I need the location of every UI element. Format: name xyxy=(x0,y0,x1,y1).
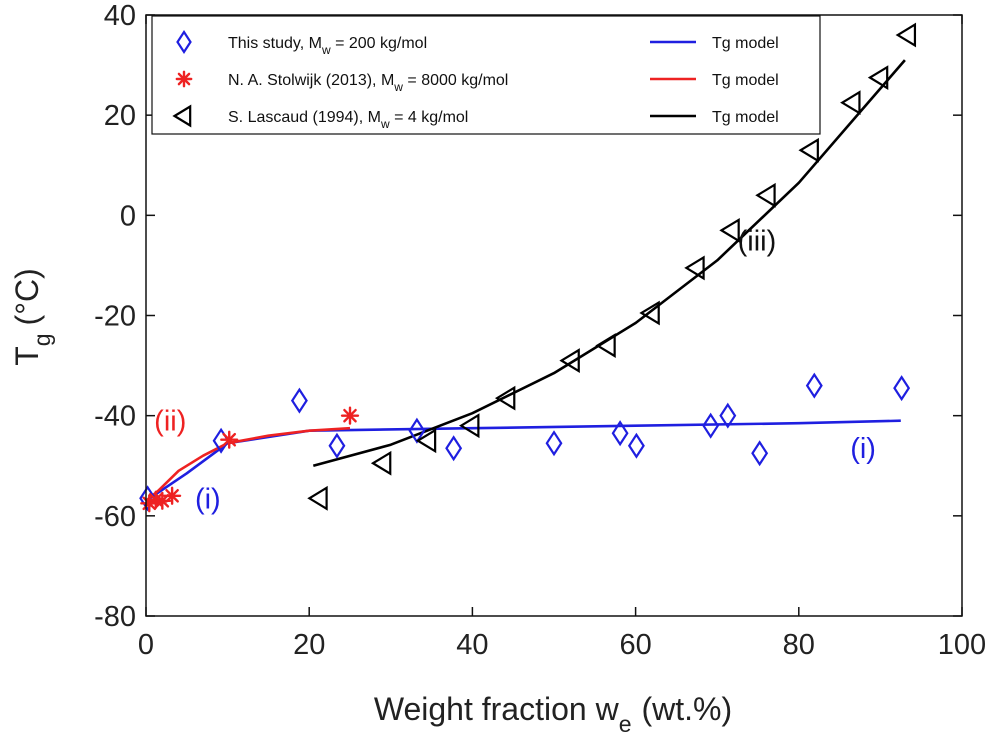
stolwijk-point-3 xyxy=(162,486,182,505)
this-study-point-4 xyxy=(408,417,426,444)
legend-line-label-1: Tg model xyxy=(712,72,779,89)
x-tick-label-4: 80 xyxy=(783,629,815,661)
y-tick-label-4: 0 xyxy=(120,200,136,232)
lascaud-point-13 xyxy=(867,65,889,91)
this-study-point-13 xyxy=(893,375,911,402)
y-tick-label-2: -40 xyxy=(94,401,136,433)
annotation-2: (i) xyxy=(850,433,876,465)
annotation-1: (i) xyxy=(195,483,221,515)
lascaud-point-12 xyxy=(840,90,861,116)
legend-label-0: This study, Mw = 200 kg/mol xyxy=(228,35,427,57)
lascaud-point-2 xyxy=(415,428,437,454)
annotation-0: (ii) xyxy=(154,406,186,438)
x-tick-label-1: 20 xyxy=(293,629,325,661)
stolwijk-point-5 xyxy=(340,406,360,425)
legend-entry-1: N. A. Stolwijk (2013), Mw = 8000 kg/mol T… xyxy=(175,70,779,94)
this-study-point-7 xyxy=(611,420,629,447)
lascaud-point-9 xyxy=(719,217,740,243)
series-lascaud xyxy=(307,22,917,511)
x-tick-label-0: 0 xyxy=(138,629,154,661)
this-study-point-8 xyxy=(627,432,645,459)
lascaud-point-4 xyxy=(494,385,516,411)
this-study-point-10 xyxy=(719,402,737,429)
lascaud-point-6 xyxy=(595,333,616,358)
model-line-lascaud xyxy=(312,59,906,468)
legend-marker-1 xyxy=(175,70,193,88)
y-tick-label-0: -80 xyxy=(94,601,136,633)
lascaud-point-1 xyxy=(370,450,392,476)
legend-label-2: S. Lascaud (1994), Mw = 4 kg/mol xyxy=(228,109,468,131)
this-study-point-6 xyxy=(545,430,563,457)
annotation-3: (iii) xyxy=(738,225,777,257)
lascaud-point-8 xyxy=(684,255,705,281)
y-axis-label: Tg(°C) xyxy=(9,268,55,366)
legend-entry-2: S. Lascaud (1994), Mw = 4 kg/mol Tg model xyxy=(172,104,779,131)
this-study-point-11 xyxy=(751,440,769,467)
y-tick-label-5: 20 xyxy=(104,100,136,132)
lascaud-point-5 xyxy=(559,348,580,373)
lascaud-point-3 xyxy=(459,413,480,439)
stolwijk-point-4 xyxy=(220,430,239,449)
this-study-point-0 xyxy=(139,485,157,512)
legend-label-1: N. A. Stolwijk (2013), Mw = 8000 kg/mol xyxy=(228,72,508,94)
legend-marker-2 xyxy=(172,104,192,128)
this-study-point-12 xyxy=(805,372,823,399)
model-lines xyxy=(145,59,906,502)
lascaud-point-14 xyxy=(895,22,917,48)
legend-entry-0: This study, Mw = 200 kg/mol Tg model xyxy=(176,29,779,57)
model-line-stolwijk xyxy=(145,426,351,502)
legend-box xyxy=(151,15,821,135)
annotations: (ii) (i) (i) (iii) xyxy=(154,225,876,515)
series-stolwijk xyxy=(140,406,360,513)
legend-marker-0 xyxy=(176,29,192,55)
this-study-point-3 xyxy=(328,432,346,459)
legend-line-label-2: Tg model xyxy=(712,109,779,126)
y-tick-label-3: -20 xyxy=(94,301,136,333)
x-tick-label-3: 60 xyxy=(619,629,651,661)
legend-line-label-0: Tg model xyxy=(712,35,779,52)
x-tick-label-2: 40 xyxy=(456,629,488,661)
lascaud-point-7 xyxy=(639,300,660,326)
model-line-this-study xyxy=(145,419,901,502)
lascaud-point-0 xyxy=(307,485,328,511)
x-axis-label: Weight fraction we (wt.%) xyxy=(374,691,732,737)
series-this-study xyxy=(139,372,911,512)
y-tick-label-1: -60 xyxy=(94,501,136,533)
x-tick-label-5: 100 xyxy=(938,629,986,661)
lascaud-point-10 xyxy=(755,182,776,208)
this-study-point-5 xyxy=(445,435,463,462)
this-study-point-2 xyxy=(290,387,308,414)
this-study-point-9 xyxy=(702,412,720,439)
lascaud-point-11 xyxy=(798,137,819,163)
axis-ticks: 0 20 40 60 80 100 -80 -60 -40 -20 0 20 40 xyxy=(94,0,986,661)
data-markers xyxy=(139,22,917,513)
y-tick-label-6: 40 xyxy=(104,0,136,32)
